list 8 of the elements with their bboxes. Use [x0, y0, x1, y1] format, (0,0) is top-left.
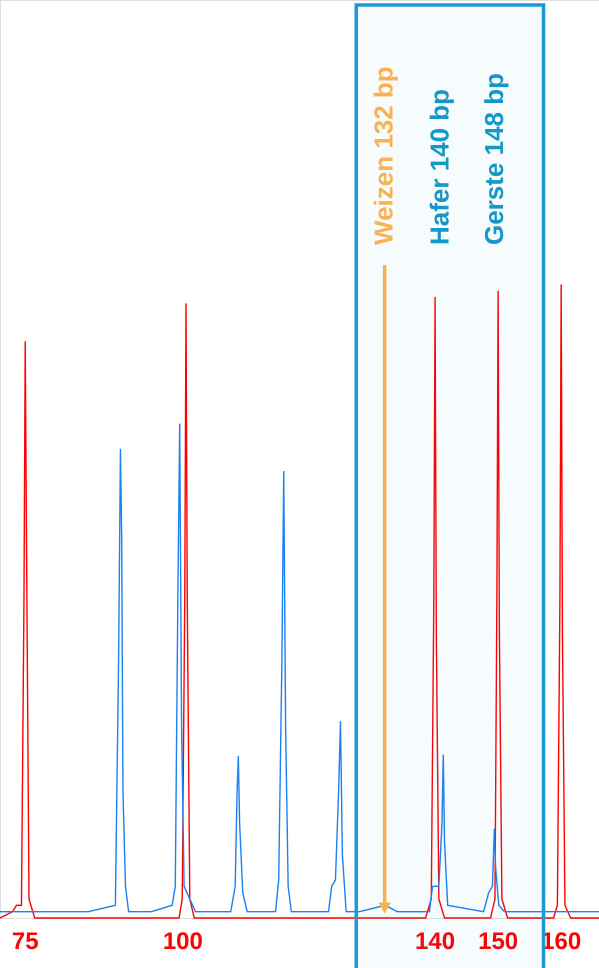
x-tick-label: 150: [478, 928, 518, 955]
x-tick-label: 140: [415, 928, 456, 955]
text: Hafer 140 bp: [424, 88, 455, 245]
text: Gerste 148 bp: [478, 73, 509, 245]
annotation: Weizen 132 bp: [368, 66, 399, 245]
x-tick-label: 75: [12, 928, 39, 955]
x-tick-label: 100: [162, 928, 203, 955]
x-tick-label: 160: [541, 928, 582, 955]
